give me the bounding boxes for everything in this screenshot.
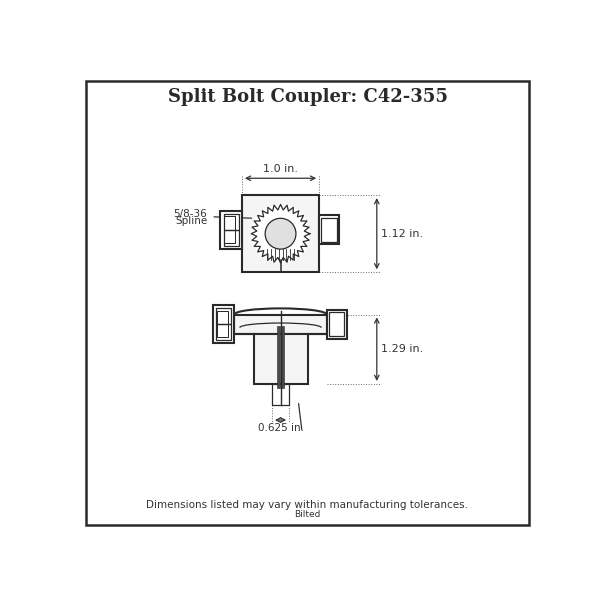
Circle shape xyxy=(251,205,310,263)
Text: 1.29 in.: 1.29 in. xyxy=(382,344,424,354)
Bar xyxy=(216,324,231,340)
Text: 5/8-36: 5/8-36 xyxy=(173,209,208,220)
Bar xyxy=(272,384,289,404)
Circle shape xyxy=(265,218,296,249)
Text: 0.625 in.: 0.625 in. xyxy=(257,423,304,433)
Text: Bilted: Bilted xyxy=(295,510,320,519)
Text: Spline: Spline xyxy=(175,217,208,226)
Bar xyxy=(224,230,239,246)
Bar xyxy=(214,308,231,340)
Bar xyxy=(327,310,347,339)
Bar xyxy=(221,213,238,247)
Bar xyxy=(216,308,231,324)
Bar xyxy=(217,311,228,324)
Bar xyxy=(217,324,228,337)
Text: Dimensions listed may vary within manufacturing tolerances.: Dimensions listed may vary within manufa… xyxy=(146,500,469,510)
Bar xyxy=(224,217,235,230)
Text: 1.0 in.: 1.0 in. xyxy=(263,164,298,175)
Bar xyxy=(213,305,235,343)
Bar xyxy=(329,312,344,337)
Bar xyxy=(277,326,280,388)
Text: Split Bolt Coupler: C42-355: Split Bolt Coupler: C42-355 xyxy=(167,88,448,106)
Bar xyxy=(254,334,308,384)
Bar xyxy=(220,211,242,249)
Bar xyxy=(242,195,319,272)
Bar xyxy=(235,314,327,334)
Bar xyxy=(224,214,239,230)
Bar xyxy=(319,215,339,244)
Bar xyxy=(281,326,284,388)
Text: 1.12 in.: 1.12 in. xyxy=(382,229,424,239)
Bar xyxy=(322,218,337,242)
Bar xyxy=(224,230,235,244)
